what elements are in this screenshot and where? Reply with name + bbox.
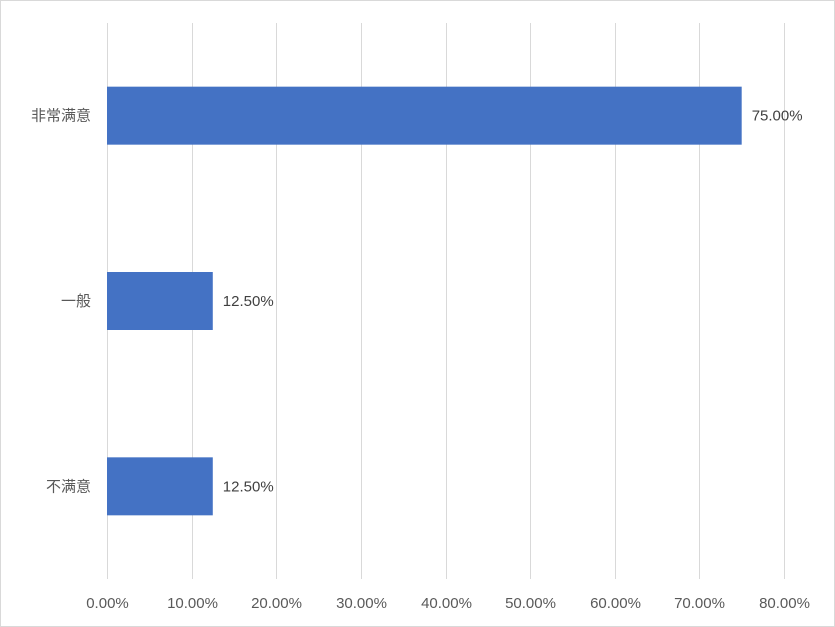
- category-label: 一般: [61, 293, 91, 310]
- bar: [107, 86, 742, 145]
- x-tick-label: 20.00%: [251, 595, 302, 612]
- data-label: 12.50%: [223, 293, 274, 310]
- value-axis: 0.00% 10.00% 20.00% 30.00% 40.00% 50.00% 60.00…: [86, 595, 810, 612]
- x-tick-label: 10.00%: [167, 595, 218, 612]
- bar: [107, 457, 213, 516]
- category-label: 非常满意: [31, 107, 91, 125]
- category-label: 不满意: [46, 477, 91, 495]
- x-tick-label: 30.00%: [336, 595, 387, 612]
- bars: [107, 86, 742, 516]
- data-labels: 75.00% 12.50% 12.50%: [223, 108, 803, 496]
- x-tick-label: 60.00%: [590, 595, 641, 612]
- x-tick-label: 0.00%: [86, 595, 129, 612]
- bar: [107, 272, 213, 330]
- x-tick-label: 50.00%: [505, 595, 556, 612]
- x-tick-label: 40.00%: [421, 595, 472, 612]
- data-label: 75.00%: [752, 108, 803, 125]
- x-tick-label: 80.00%: [759, 595, 810, 612]
- data-label: 12.50%: [223, 478, 274, 495]
- x-tick-label: 70.00%: [674, 595, 725, 612]
